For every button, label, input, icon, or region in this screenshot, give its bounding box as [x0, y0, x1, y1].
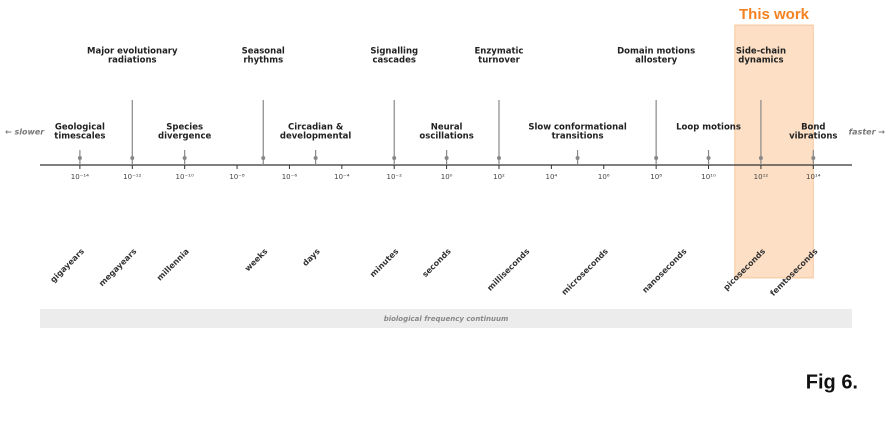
slower-label: ← slower [5, 128, 45, 137]
unit-label: gigayears [49, 247, 87, 285]
event-dot [313, 156, 318, 160]
tick-label: 10⁻⁴ [334, 173, 350, 181]
faster-label: faster → [849, 128, 886, 137]
tick-label: 10¹⁴ [806, 173, 821, 181]
unit-label: megayears [97, 247, 138, 288]
tick-label: 10⁸ [650, 173, 662, 181]
event-label: turnover [478, 56, 521, 66]
unit-label: days [301, 247, 322, 268]
event-label: divergence [158, 132, 211, 142]
figure-label: Fig 6. [806, 371, 858, 393]
tick-label: 10¹⁰ [701, 173, 716, 181]
unit-label: nanoseconds [641, 247, 689, 295]
event-dot [575, 156, 580, 160]
event-label: Neural [431, 123, 463, 133]
event-dot [444, 156, 449, 160]
event-dot [182, 156, 187, 160]
unit-label: microseconds [560, 247, 610, 297]
tick-label: 10⁻⁸ [229, 173, 245, 181]
event-dot [77, 156, 82, 160]
event-label: vibrations [789, 132, 837, 142]
tick-label: 10⁰ [441, 173, 453, 181]
unit-label: minutes [368, 247, 400, 279]
continuum-bar [40, 309, 852, 328]
event-label: Domain motions [617, 47, 695, 57]
event-dot [130, 156, 135, 160]
event-label: transitions [552, 132, 604, 142]
event-dot [261, 156, 266, 160]
unit-label: millennia [155, 247, 191, 283]
unit-label: seconds [421, 247, 453, 279]
tick-label: 10² [493, 173, 505, 181]
event-dot [758, 156, 763, 160]
event-label: Side-chain [736, 47, 786, 57]
event-label: oscillations [419, 132, 473, 142]
continuum-label: biological frequency continuum [384, 315, 509, 323]
tick-label: 10⁻² [387, 173, 403, 181]
tick-label: 10⁻⁶ [282, 173, 298, 181]
event-label: developmental [280, 132, 351, 142]
unit-label: weeks [243, 247, 270, 274]
tick-label: 10⁴ [546, 173, 558, 181]
event-dot [392, 156, 397, 160]
event-dot [811, 156, 816, 160]
highlight-label: This work [739, 6, 810, 23]
event-label: timescales [54, 132, 105, 142]
event-label: Loop motions [676, 123, 741, 133]
event-label: Circadian & [288, 123, 344, 133]
event-dot [654, 156, 659, 160]
event-label: allostery [635, 56, 677, 66]
event-label: rhythms [243, 56, 283, 66]
event-label: Geological [55, 123, 105, 133]
event-label: dynamics [738, 56, 783, 66]
unit-label: milliseconds [485, 247, 531, 293]
event-label: Major evolutionary [87, 47, 178, 57]
tick-label: 10⁶ [598, 173, 610, 181]
tick-label: 10⁻¹⁴ [71, 173, 89, 181]
tick-label: 10⁻¹⁰ [176, 173, 194, 181]
event-label: cascades [372, 56, 416, 66]
event-label: Bond [801, 123, 825, 133]
event-dot [706, 156, 711, 160]
event-label: Slow conformational [528, 123, 627, 133]
tick-label: 10⁻¹² [123, 173, 141, 181]
tick-label: 10¹² [754, 173, 769, 181]
event-dot [496, 156, 501, 160]
event-label: radiations [108, 56, 157, 66]
event-label: Enzymatic [475, 47, 524, 57]
event-label: Signalling [370, 47, 418, 57]
event-label: Species [166, 123, 203, 133]
highlight-band [734, 24, 814, 279]
event-label: Seasonal [242, 47, 285, 57]
